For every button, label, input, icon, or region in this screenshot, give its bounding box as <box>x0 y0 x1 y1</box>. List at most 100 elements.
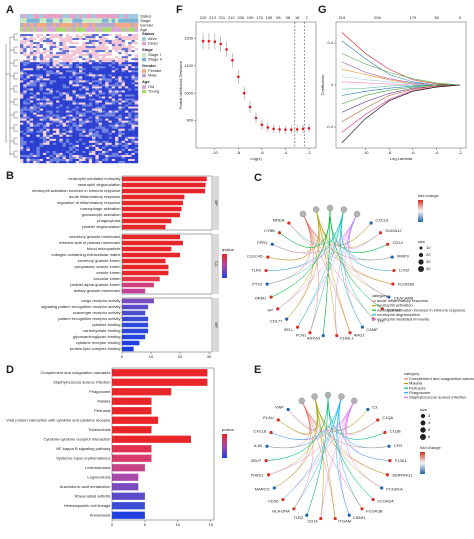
annotation-cell <box>88 18 93 23</box>
heatmap-cell <box>23 152 27 156</box>
heatmap-cell <box>42 156 47 160</box>
heatmap-cell <box>134 92 139 95</box>
heatmap-cell <box>75 146 80 150</box>
heatmap-cell <box>82 104 86 107</box>
heatmap-cell <box>56 94 60 97</box>
heatmap-cell <box>118 54 122 57</box>
heatmap-cell <box>108 160 112 164</box>
heatmap-cell <box>33 68 37 71</box>
category-label: Complement and coagulation cascades <box>40 370 110 375</box>
heatmap-cell <box>59 156 63 160</box>
heatmap-cell <box>33 48 37 51</box>
category-label: neutrophil activation involved in immune… <box>32 188 121 193</box>
annotation-cell <box>105 23 109 28</box>
dendrogram <box>5 33 18 158</box>
heatmap-cell <box>88 66 93 69</box>
heatmap-cell <box>46 154 50 158</box>
heatmap-cell <box>23 118 27 121</box>
heatmap-cell <box>124 96 129 99</box>
category-label: signaling pattern recognition receptor a… <box>41 304 120 309</box>
heatmap-cell <box>98 92 103 95</box>
heatmap-cell <box>39 70 44 73</box>
gene-label: FCGR1A <box>386 487 403 492</box>
heatmap-cell <box>124 58 129 61</box>
heatmap-cell <box>101 96 106 99</box>
heatmap-cell <box>46 90 50 93</box>
gene-node <box>371 497 375 502</box>
heatmap-cell <box>65 72 70 75</box>
legend-item: Dead <box>148 41 158 46</box>
heatmap-cell <box>111 64 116 67</box>
heatmap-cell <box>72 154 76 158</box>
heatmap-cell <box>92 90 96 93</box>
gene-label: C3 <box>372 404 378 409</box>
heatmap-cell <box>82 152 86 156</box>
heatmap-cell <box>124 56 129 59</box>
heatmap-cell <box>75 106 80 109</box>
heatmap-cell <box>46 70 50 73</box>
heatmap-cell <box>111 92 116 95</box>
legend-item: Complement and coagulation cascades <box>409 376 474 381</box>
heatmap-cell <box>23 110 27 113</box>
heatmap-cell <box>33 56 37 59</box>
heatmap-cell <box>62 132 67 135</box>
annotation-cell <box>131 23 135 28</box>
heatmap-cell <box>121 156 126 160</box>
heatmap-cell <box>105 144 109 148</box>
annotation-cell <box>79 23 83 28</box>
heatmap-cell <box>128 134 132 137</box>
heatmap-cell <box>36 108 40 111</box>
heatmap-cell <box>59 44 63 47</box>
heatmap-cell <box>33 144 37 148</box>
heatmap-cell <box>49 138 53 142</box>
heatmap-cell <box>88 84 93 87</box>
heatmap-cell <box>56 132 60 135</box>
heatmap-cell <box>131 100 135 103</box>
heatmap-cell <box>111 98 116 101</box>
heatmap-cell <box>20 68 24 71</box>
annotation-cell <box>29 27 34 32</box>
heatmap-cell <box>49 156 53 160</box>
heatmap-cell <box>92 108 96 111</box>
heatmap-cell <box>105 130 109 133</box>
heatmap-cell <box>111 36 116 39</box>
heatmap-cell <box>121 108 126 111</box>
heatmap-cell <box>69 138 73 142</box>
heatmap-cell <box>23 72 27 75</box>
edge <box>279 207 331 248</box>
heatmap-cell <box>92 152 96 156</box>
heatmap-cell <box>52 136 57 140</box>
heatmap-cell <box>59 158 63 162</box>
heatmap-cell <box>95 106 99 109</box>
annotation-cell <box>49 23 53 28</box>
heatmap-cell <box>65 48 70 51</box>
heatmap-cell <box>75 104 80 107</box>
heatmap-cell <box>115 152 119 156</box>
heatmap-cell <box>29 76 34 79</box>
heatmap-cell <box>52 52 57 55</box>
heatmap-cell <box>134 122 139 125</box>
heatmap-cell <box>59 98 63 101</box>
heatmap-cell <box>72 48 76 51</box>
heatmap-cell <box>36 110 40 113</box>
heatmap-cell <box>65 90 70 93</box>
heatmap-cell <box>65 66 70 69</box>
heatmap-cell <box>98 122 103 125</box>
heatmap-cell <box>42 160 47 164</box>
heatmap-cell <box>62 60 67 63</box>
heatmap-cell <box>115 146 119 150</box>
heatmap-cell <box>111 124 116 127</box>
heatmap-cell <box>124 60 129 63</box>
heatmap-cell <box>118 70 122 73</box>
gene-node <box>390 255 394 259</box>
legend-swatch <box>142 73 146 78</box>
point <box>272 127 275 131</box>
heatmap-cell <box>82 48 86 51</box>
heatmap-cell <box>124 142 129 146</box>
heatmap-cell <box>108 92 112 95</box>
heatmap-cell <box>118 150 122 154</box>
heatmap-cell <box>79 70 83 73</box>
heatmap-cell <box>98 106 103 109</box>
heatmap-cell <box>29 104 34 107</box>
heatmap-cell <box>82 128 86 131</box>
